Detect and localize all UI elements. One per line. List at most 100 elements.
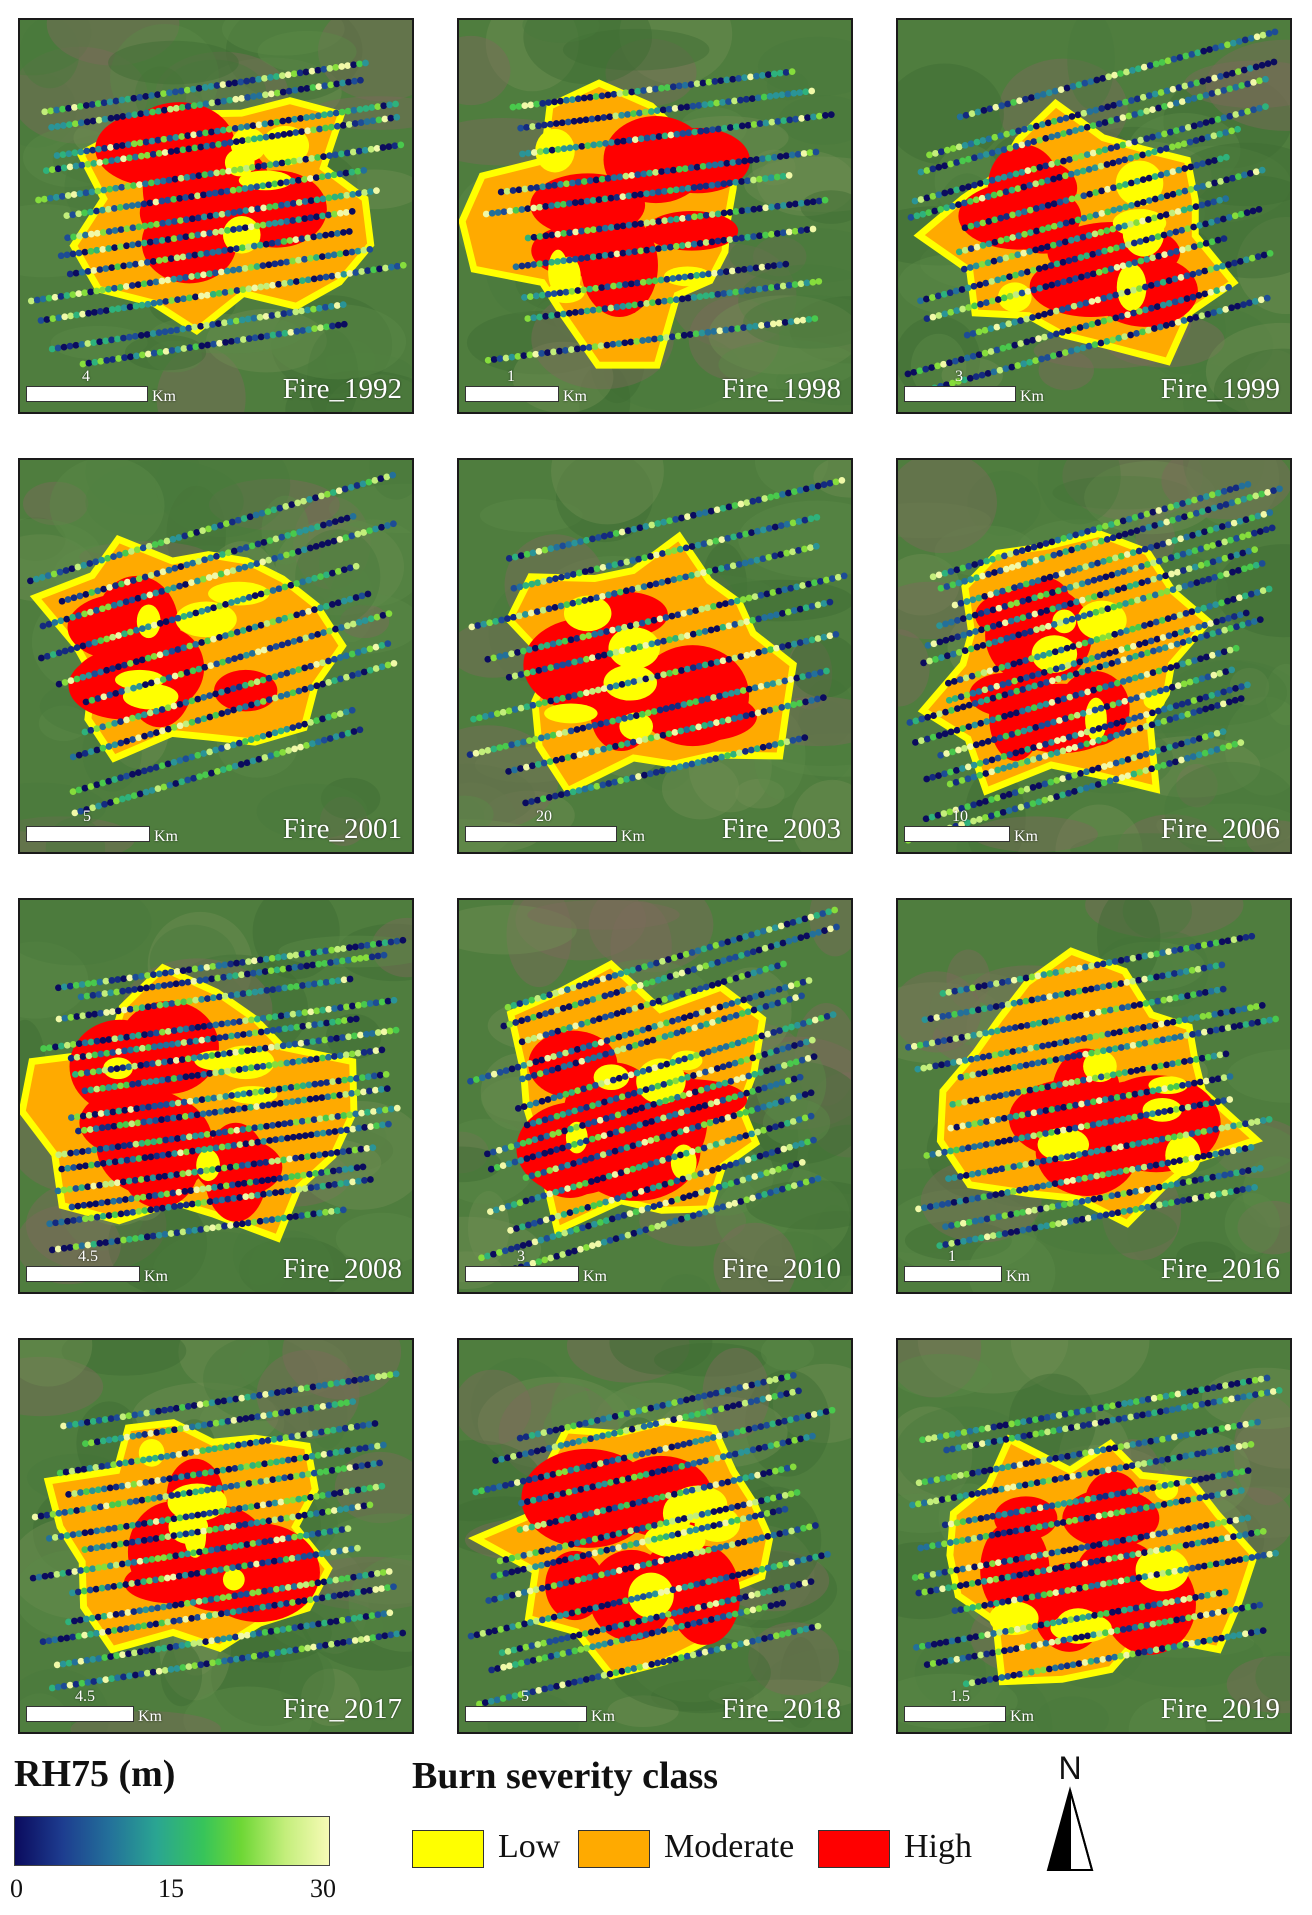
scale-value: 4 (82, 368, 90, 385)
scale-value: 1 (948, 1248, 956, 1265)
rh75-color-ramp (14, 1816, 330, 1866)
scale-bar-rect (465, 386, 559, 402)
north-letter: N (1058, 1750, 1082, 1786)
fire-label: Fire_2001 (282, 813, 402, 845)
fire-panel: 1 Km Fire_1998 (457, 18, 853, 414)
scale-bar: 5 Km (465, 1688, 665, 1728)
scale-bar: 20 Km (465, 808, 665, 848)
burn-severity-map (459, 1340, 851, 1732)
fire-panel: 1.5 Km Fire_2019 (896, 1338, 1292, 1734)
scale-bar-rect (26, 1266, 140, 1282)
scale-unit: Km (621, 828, 645, 845)
north-arrow-icon (1046, 1786, 1094, 1871)
burn-severity-map (898, 20, 1290, 412)
fire-panels-grid: 4 Km Fire_1992 1 Km Fire_1998 3 Km Fire_1999 5 Km F… (18, 18, 1292, 1734)
scale-unit: Km (1020, 388, 1044, 405)
scale-bar-rect (26, 1706, 134, 1722)
fire-panel: 5 Km Fire_2018 (457, 1338, 853, 1734)
scale-unit: Km (1006, 1268, 1030, 1285)
scale-bar-rect (904, 826, 1010, 842)
fire-label: Fire_2010 (721, 1253, 841, 1285)
fire-panel: 1 Km Fire_2016 (896, 898, 1292, 1294)
scale-bar-rect (904, 1706, 1006, 1722)
scale-value: 20 (536, 808, 552, 825)
scale-value: 1.5 (950, 1688, 970, 1705)
fire-label: Fire_2003 (721, 813, 841, 845)
burn-severity-map (898, 900, 1290, 1292)
fire-label: Fire_1992 (282, 373, 402, 405)
fire-panel: 20 Km Fire_2003 (457, 458, 853, 854)
burn-severity-map (20, 1340, 412, 1732)
burn-severity-map (898, 1340, 1290, 1732)
scale-bar-rect (904, 1266, 1002, 1282)
scale-bar-rect (904, 386, 1016, 402)
rh75-tick-max: 30 (310, 1874, 336, 1903)
fire-panel: 10 Km Fire_2006 (896, 458, 1292, 854)
scale-bar: 3 Km (465, 1248, 665, 1288)
scale-bar: 5 Km (26, 808, 226, 848)
scale-value: 1 (507, 368, 515, 385)
fire-label: Fire_2017 (282, 1693, 402, 1725)
scale-unit: Km (154, 828, 178, 845)
burn-severity-map (20, 460, 412, 852)
scale-value: 5 (83, 808, 91, 825)
fire-label: Fire_2008 (282, 1253, 402, 1285)
rh75-legend-title: RH75 (m) (14, 1753, 176, 1795)
fire-label: Fire_2018 (721, 1693, 841, 1725)
scale-bar: 3 Km (904, 368, 1104, 408)
scale-unit: Km (138, 1708, 162, 1725)
fire-label: Fire_1999 (1160, 373, 1280, 405)
fire-label: Fire_1998 (721, 373, 841, 405)
fire-label: Fire_2019 (1160, 1693, 1280, 1725)
scale-unit: Km (1014, 828, 1038, 845)
fire-panel: 4.5 Km Fire_2017 (18, 1338, 414, 1734)
scale-unit: Km (591, 1708, 615, 1725)
fire-label: Fire_2006 (1160, 813, 1280, 845)
scale-bar-rect (465, 1266, 579, 1282)
scale-bar: 1 Km (465, 368, 665, 408)
fire-panel: 5 Km Fire_2001 (18, 458, 414, 854)
burn-high-swatch (818, 1830, 890, 1868)
scale-bar-rect (26, 826, 150, 842)
scale-bar-rect (26, 386, 148, 402)
burn-low-label: Low (498, 1828, 561, 1865)
scale-value: 10 (952, 808, 968, 825)
burn-moderate-label: Moderate (664, 1828, 795, 1865)
burn-severity-map (459, 20, 851, 412)
scale-bar: 1.5 Km (904, 1688, 1104, 1728)
scale-bar: 4 Km (26, 368, 226, 408)
scale-value: 4.5 (78, 1248, 98, 1265)
scale-unit: Km (1010, 1708, 1034, 1725)
scale-unit: Km (152, 388, 176, 405)
fire-label: Fire_2016 (1160, 1253, 1280, 1285)
fire-panel: 4 Km Fire_1992 (18, 18, 414, 414)
burn-severity-map (459, 900, 851, 1292)
rh75-tick-min: 0 (10, 1874, 23, 1903)
scale-value: 3 (517, 1248, 525, 1265)
scale-unit: Km (563, 388, 587, 405)
fire-panel: 3 Km Fire_2010 (457, 898, 853, 1294)
fire-panel: 4.5 Km Fire_2008 (18, 898, 414, 1294)
scale-value: 5 (521, 1688, 529, 1705)
scale-value: 4.5 (75, 1688, 95, 1705)
burn-moderate-swatch (578, 1830, 650, 1868)
scale-bar: 4.5 Km (26, 1248, 226, 1288)
burn-severity-map (20, 20, 412, 412)
scale-unit: Km (144, 1268, 168, 1285)
scale-bar-rect (465, 1706, 587, 1722)
burn-severity-map (898, 460, 1290, 852)
scale-value: 3 (955, 368, 963, 385)
scale-bar: 1 Km (904, 1248, 1104, 1288)
burn-severity-map (459, 460, 851, 852)
scale-bar: 10 Km (904, 808, 1104, 848)
burn-high-label: High (904, 1828, 972, 1865)
rh75-tick-mid: 15 (158, 1874, 184, 1903)
scale-unit: Km (583, 1268, 607, 1285)
burn-low-swatch (412, 1830, 484, 1868)
scale-bar: 4.5 Km (26, 1688, 226, 1728)
burn-severity-map (20, 900, 412, 1292)
scale-bar-rect (465, 826, 617, 842)
fire-panel: 3 Km Fire_1999 (896, 18, 1292, 414)
burn-severity-legend-title: Burn severity class (412, 1755, 719, 1797)
legend: RH75 (m) 0 15 30 Burn severity class Low… (0, 1740, 1312, 1915)
